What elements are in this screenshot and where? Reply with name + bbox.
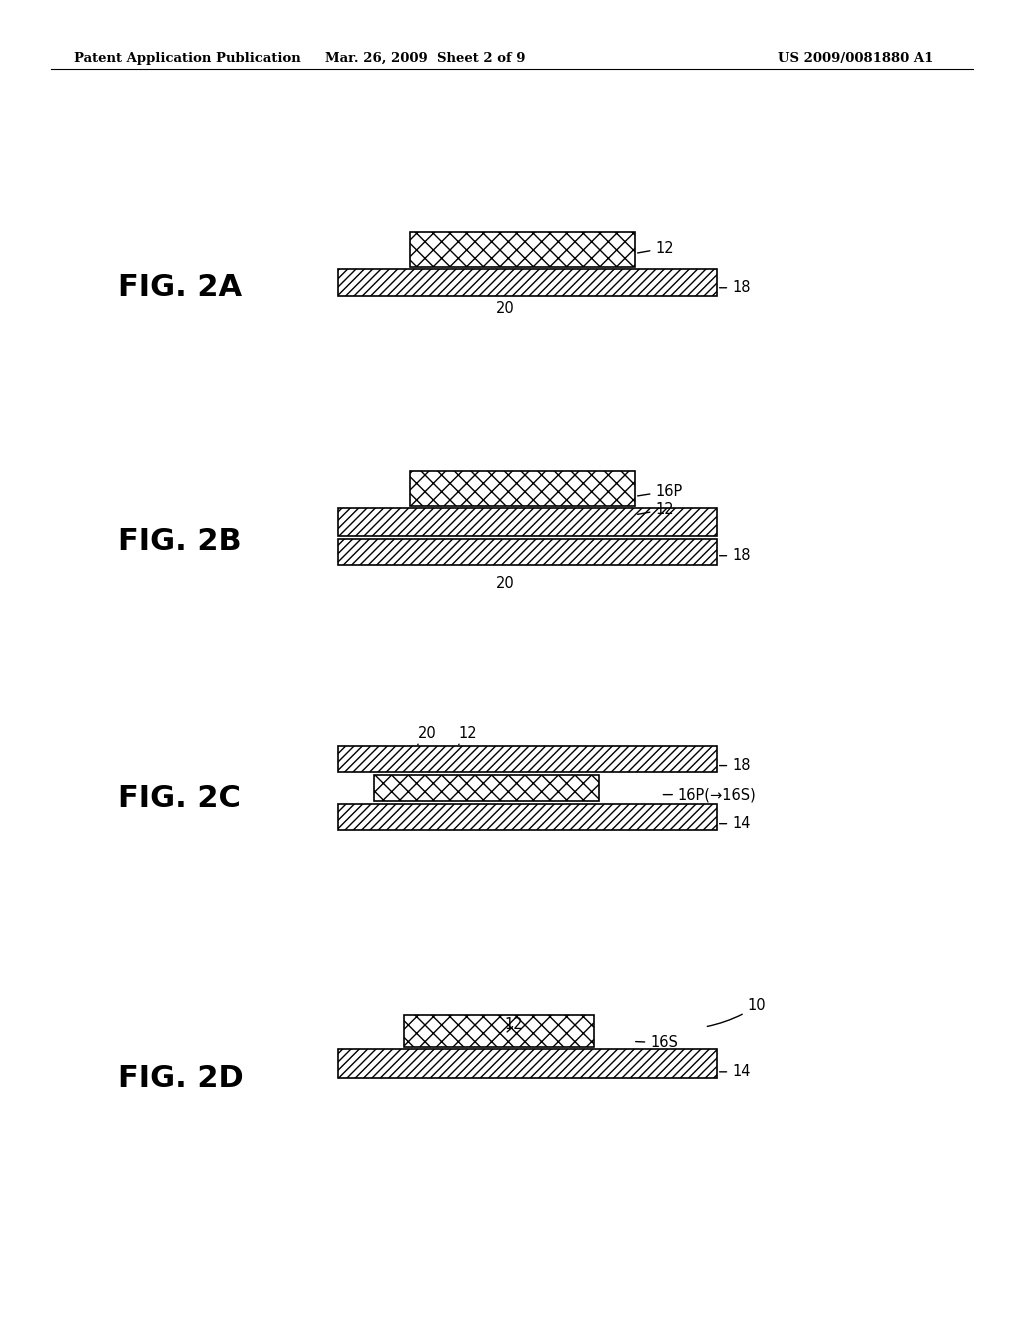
Text: 20: 20	[418, 726, 436, 744]
Text: 16P: 16P	[638, 483, 683, 499]
Bar	[374, 775, 599, 801]
Text: FIG. 2A: FIG. 2A	[118, 273, 242, 302]
Text: Patent Application Publication: Patent Application Publication	[74, 51, 300, 65]
Text: 18: 18	[720, 758, 751, 774]
Text: 12: 12	[459, 726, 477, 744]
Text: 18: 18	[720, 548, 751, 564]
Bar	[338, 539, 717, 565]
Text: 20: 20	[496, 576, 514, 591]
Text: FIG. 2C: FIG. 2C	[118, 784, 241, 813]
Text: 16P(→16S): 16P(→16S)	[664, 787, 757, 803]
Text: 12: 12	[638, 240, 674, 256]
Bar	[338, 269, 717, 296]
Text: FIG. 2B: FIG. 2B	[118, 527, 242, 556]
Text: 14: 14	[720, 816, 751, 832]
Bar	[404, 1015, 594, 1047]
Text: 14: 14	[720, 1064, 751, 1080]
Bar	[338, 746, 717, 772]
Text: 12: 12	[638, 502, 674, 517]
Bar	[338, 1049, 717, 1078]
Bar	[410, 471, 635, 506]
Bar	[410, 232, 635, 267]
Bar	[338, 508, 717, 536]
Text: 10: 10	[708, 998, 766, 1027]
Bar	[338, 804, 717, 830]
Text: US 2009/0081880 A1: US 2009/0081880 A1	[778, 51, 934, 65]
Text: 16S: 16S	[636, 1035, 678, 1051]
Text: 18: 18	[720, 280, 751, 296]
Text: FIG. 2D: FIG. 2D	[118, 1064, 244, 1093]
Text: 12: 12	[505, 1016, 523, 1032]
Text: Mar. 26, 2009  Sheet 2 of 9: Mar. 26, 2009 Sheet 2 of 9	[325, 51, 525, 65]
Text: 20: 20	[496, 301, 514, 317]
